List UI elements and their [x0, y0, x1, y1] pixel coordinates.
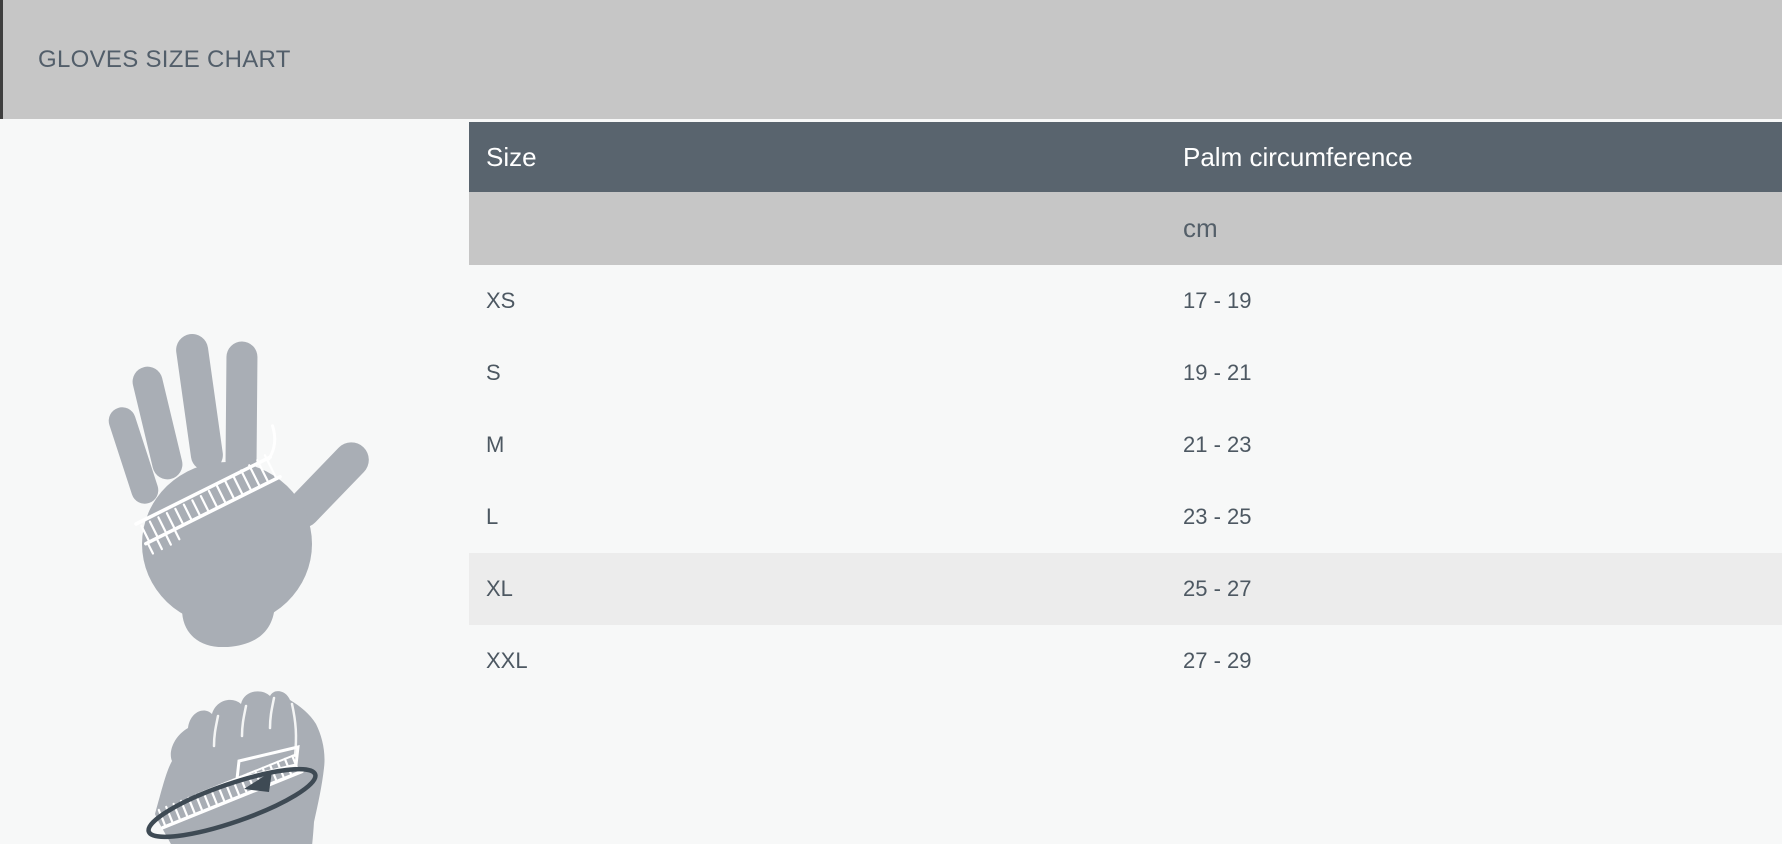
- unit-cell: cm: [1183, 213, 1218, 243]
- open-hand-measuring-tape-icon: [108, 334, 369, 647]
- palm-cell: 25 - 27: [1183, 576, 1252, 601]
- size-cell: XS: [486, 288, 516, 313]
- panel-header: GLOVES SIZE CHART: [0, 0, 1782, 119]
- size-table-header-row: Size Palm circumference: [469, 122, 1782, 192]
- size-table: Size Palm circumference cm XS 17 - 19 S …: [469, 122, 1782, 697]
- table-row-xxl: XXL 27 - 29: [469, 625, 1782, 697]
- panel-left-edge: [0, 0, 3, 119]
- palm-cell: 27 - 29: [1183, 648, 1252, 673]
- size-cell: L: [486, 504, 499, 529]
- table-row-xs: XS 17 - 19: [469, 265, 1782, 337]
- finger-creases: [212, 696, 298, 758]
- fist-measuring-tape-icon: [146, 691, 325, 844]
- table-row-m: M 21 - 23: [469, 409, 1782, 481]
- palm-cell: 19 - 21: [1183, 360, 1252, 385]
- measuring-tape: [134, 424, 282, 555]
- hand-illustrations: [0, 119, 469, 844]
- palm-circumference-column-header: Palm circumference: [1183, 141, 1413, 172]
- palm-cell: 23 - 25: [1183, 504, 1252, 529]
- palm-cell: 21 - 23: [1183, 432, 1252, 457]
- size-cell: S: [486, 360, 501, 385]
- tape-loop: [146, 766, 318, 840]
- size-cell: XXL: [486, 648, 528, 673]
- table-row-s: S 19 - 21: [469, 337, 1782, 409]
- size-column-header: Size: [486, 141, 537, 172]
- size-cell: M: [486, 432, 505, 457]
- palm-cell: 17 - 19: [1183, 288, 1252, 313]
- size-cell: XL: [486, 576, 513, 601]
- page-title: GLOVES SIZE CHART: [38, 45, 291, 73]
- table-row-l: L 23 - 25: [469, 481, 1782, 553]
- unit-row-empty-cell: [469, 192, 1167, 265]
- table-row-xl: XL 25 - 27: [469, 553, 1782, 625]
- unit-row: cm: [469, 192, 1782, 265]
- tape-arrowhead: [244, 771, 272, 792]
